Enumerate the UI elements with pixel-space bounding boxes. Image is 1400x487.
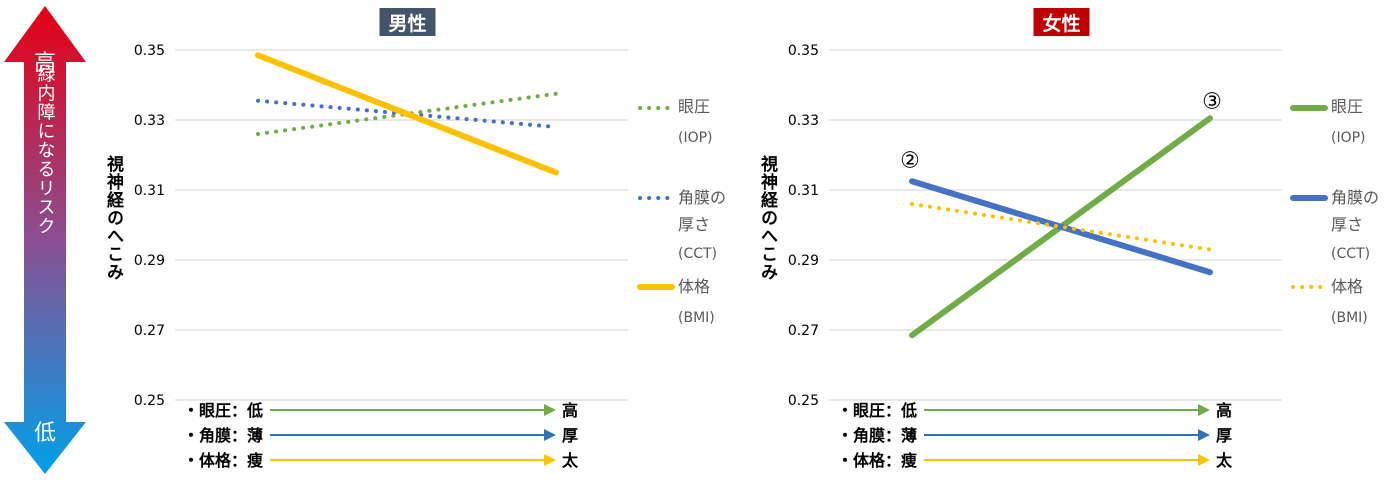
legend-label-cont: 厚さ	[678, 215, 710, 234]
risk-low-label: 低	[34, 421, 56, 446]
condition-end-label: 太	[561, 451, 579, 470]
legend-label: 眼圧	[678, 97, 710, 116]
legend-label: 体格	[678, 277, 710, 296]
y-tick-label: 0.27	[788, 323, 819, 339]
condition-end-label: 厚	[1216, 426, 1232, 445]
condition-arrow-head	[1198, 454, 1210, 466]
y-tick-label: 0.33	[134, 113, 165, 129]
condition-arrow-head	[544, 404, 556, 416]
legend-abbr: (BMI)	[678, 310, 715, 326]
condition-label: ・体格：痩	[183, 451, 263, 470]
legend-label: 体格	[1331, 277, 1363, 296]
series-line-2	[909, 178, 1213, 276]
legend-label-cont: 厚さ	[1331, 215, 1363, 234]
legend-label: 眼圧	[1331, 97, 1363, 116]
legend-abbr: (BMI)	[1331, 310, 1368, 326]
condition-arrow-head	[1198, 429, 1210, 441]
y-tick-label: 0.27	[134, 323, 165, 339]
legend-abbr: (CCT)	[1331, 246, 1370, 262]
chart-title-box	[379, 8, 436, 36]
condition-arrow-head	[544, 429, 556, 441]
legend-label: 角膜の	[678, 188, 726, 207]
condition-label: ・眼圧：低	[837, 401, 917, 420]
chart-title: 男性	[388, 12, 426, 35]
condition-arrow-head	[1198, 404, 1210, 416]
legend-abbr: (CCT)	[678, 246, 717, 262]
y-tick-label: 0.25	[134, 393, 165, 409]
chart-male: 男性 0.35 0.33 0.31 0.29 0.27 0.25 視神経のへこみ 眼圧 (IOP)…	[103, 8, 726, 470]
condition-label: ・眼圧：低	[183, 401, 263, 420]
chart-title-box	[1033, 8, 1090, 36]
y-tick-label: 0.29	[134, 253, 165, 269]
condition-label: ・角膜：薄	[837, 426, 917, 445]
condition-end-label: 高	[562, 401, 578, 420]
risk-arrow-shape	[4, 6, 86, 474]
y-tick-label: 0.29	[788, 253, 819, 269]
legend-abbr: (IOP)	[678, 130, 713, 146]
y-axis-label: 視神経のへこみ	[103, 154, 125, 281]
y-tick-label: 0.31	[788, 183, 819, 199]
annotation-circle-3: ③	[1202, 89, 1222, 114]
y-tick-label: 0.35	[134, 43, 165, 59]
condition-end-label: 高	[1216, 401, 1232, 420]
legend-abbr: (IOP)	[1331, 130, 1366, 146]
condition-label: ・体格：痩	[837, 451, 917, 470]
y-tick-label: 0.33	[788, 113, 819, 129]
y-tick-label: 0.35	[788, 43, 819, 59]
y-tick-label: 0.31	[134, 183, 165, 199]
condition-end-label: 太	[1215, 451, 1233, 470]
condition-label: ・角膜：薄	[183, 426, 263, 445]
condition-end-label: 厚	[562, 426, 578, 445]
y-tick-label: 0.25	[788, 393, 819, 409]
risk-arrow: 高 緑内障になるリスク 低	[4, 6, 86, 474]
chart-female: 女性 0.35 0.33 0.31 0.29 0.27 0.25 視神経のへこみ ② ③ 眼圧 (IO…	[757, 8, 1379, 470]
risk-high-label: 高	[34, 51, 56, 76]
y-axis-label: 視神経のへこみ	[757, 154, 779, 281]
chart-title: 女性	[1042, 12, 1080, 35]
legend-label: 角膜の	[1331, 188, 1379, 207]
annotation-circle-2: ②	[900, 148, 920, 173]
condition-arrow-head	[544, 454, 556, 466]
series-line-3	[255, 52, 559, 176]
risk-middle-label: 緑内障になるリスク	[35, 64, 56, 235]
